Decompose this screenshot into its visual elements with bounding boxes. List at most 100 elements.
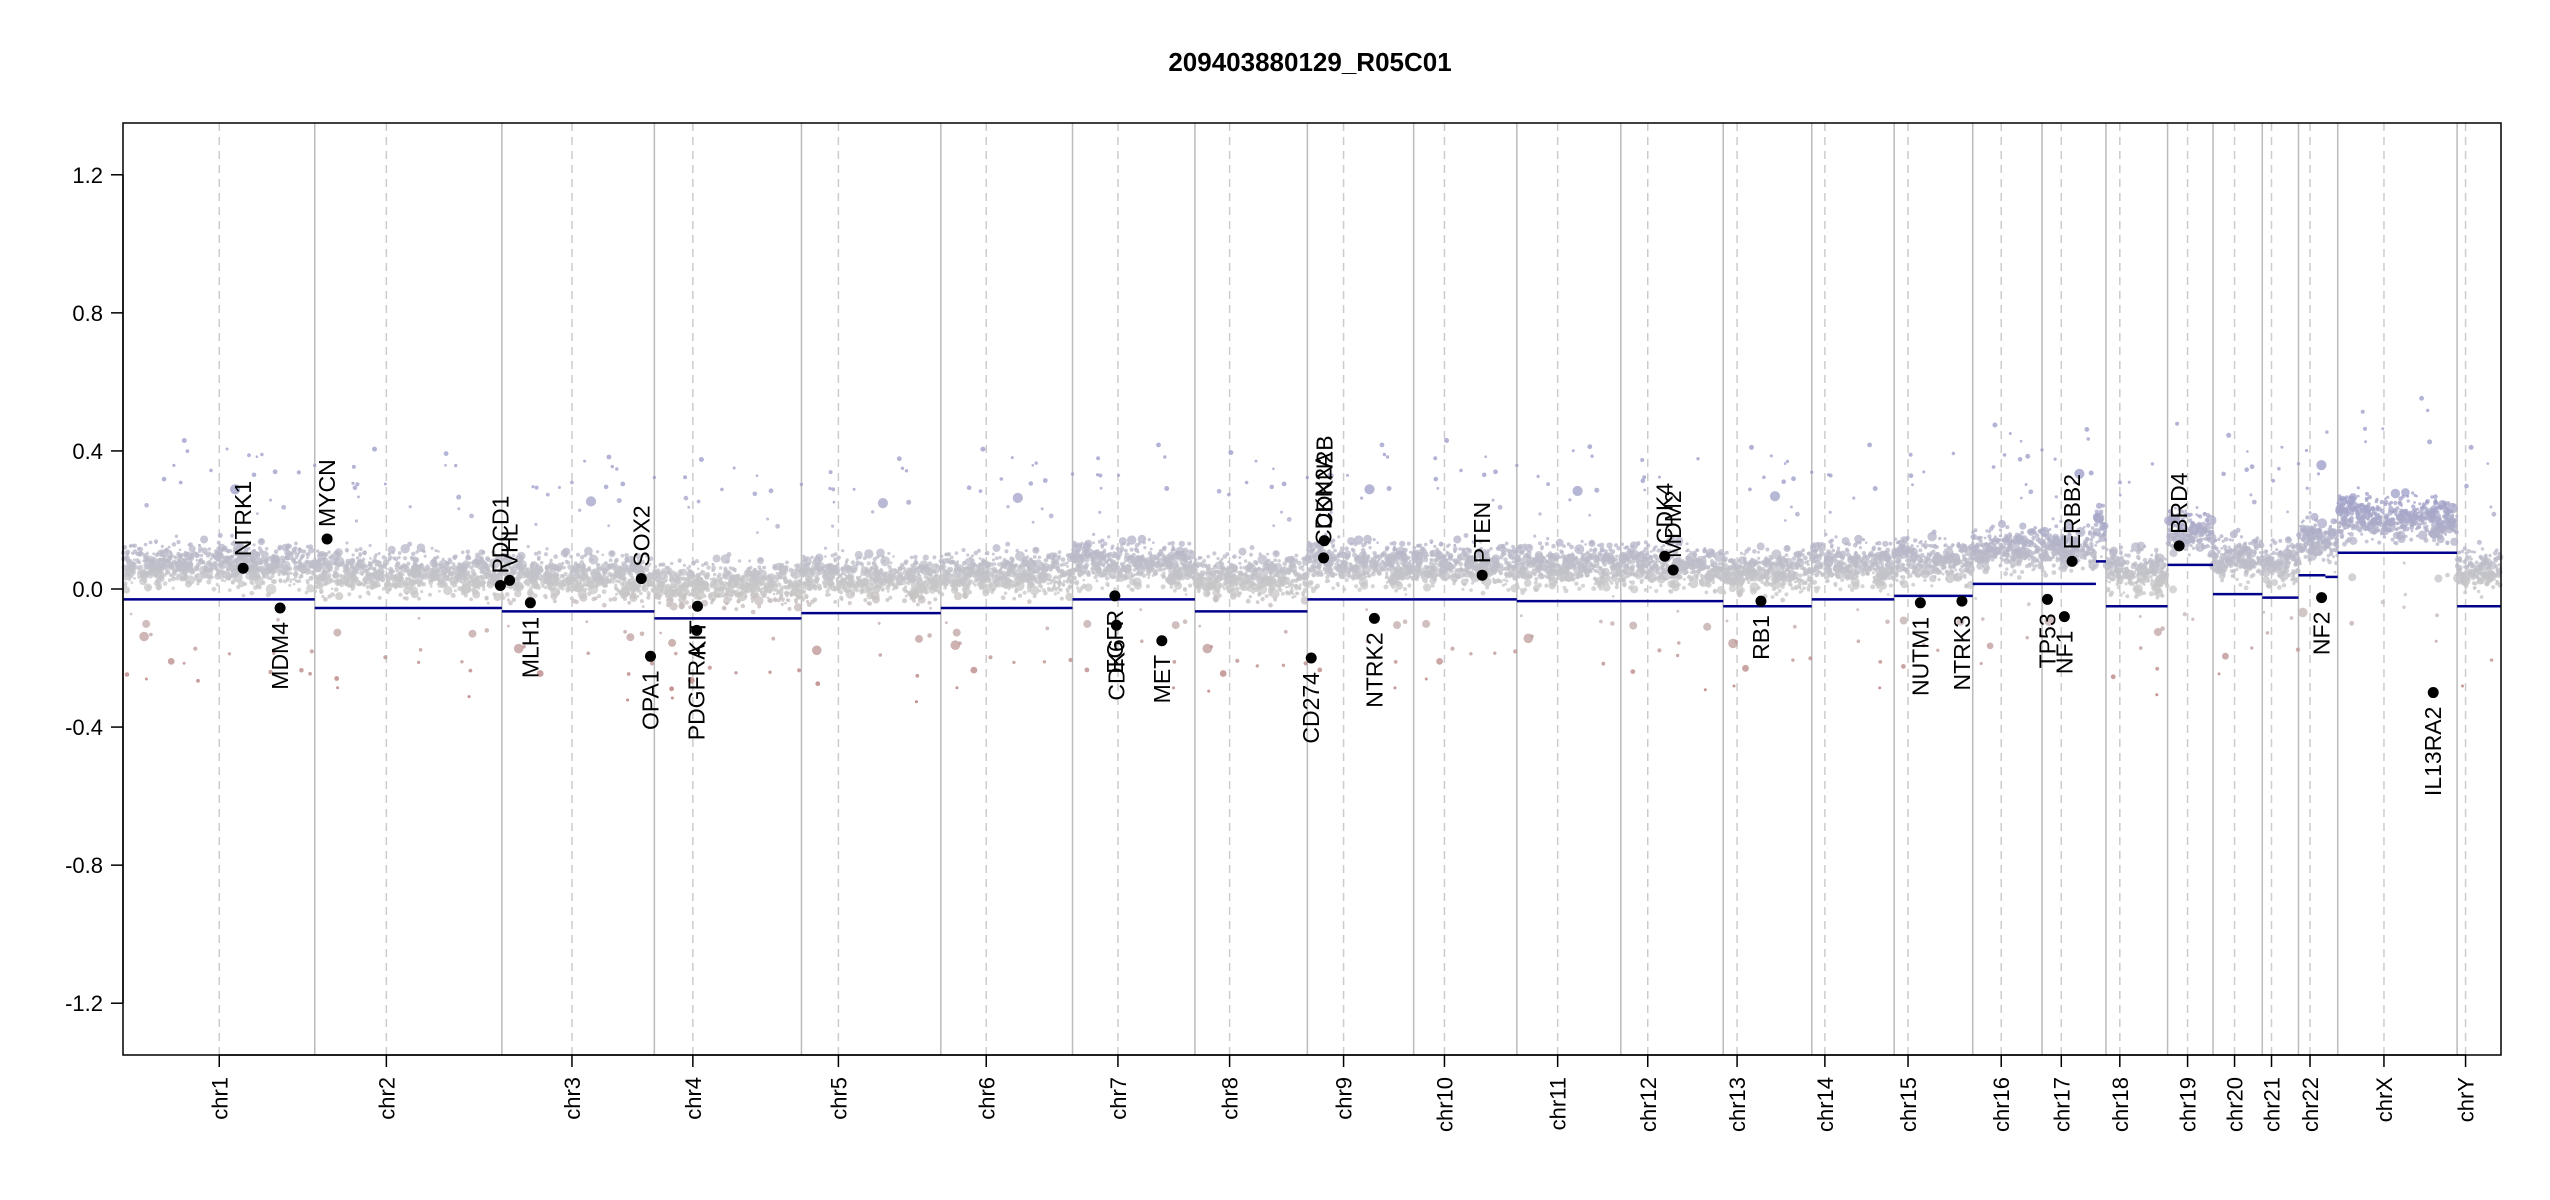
probe-point: [467, 581, 472, 585]
probe-point: [302, 564, 307, 568]
probe-point: [1075, 582, 1079, 586]
probe-point: [601, 602, 607, 608]
probe-point: [549, 558, 553, 562]
probe-point: [1284, 556, 1290, 562]
probe-point: [172, 463, 176, 467]
probe-point: [403, 556, 408, 561]
probe-point: [717, 572, 722, 577]
probe-point: [454, 580, 459, 585]
probe-point: [1249, 545, 1255, 551]
probe-point: [397, 551, 402, 555]
probe-point: [282, 559, 286, 563]
probe-point: [450, 593, 456, 598]
probe-point: [691, 594, 695, 598]
probe-point: [783, 591, 789, 596]
probe-point: [670, 696, 674, 700]
probe-point: [1260, 596, 1265, 602]
probe-point: [823, 584, 827, 588]
probe-point: [1154, 561, 1160, 567]
probe-point: [544, 596, 548, 600]
probe-point: [1215, 574, 1221, 580]
probe-point: [1031, 464, 1035, 467]
probe-point: [584, 546, 593, 556]
probe-point: [682, 581, 687, 587]
probe-point: [328, 569, 332, 573]
probe-point: [1092, 565, 1097, 571]
probe-point: [930, 581, 941, 592]
probe-point: [1137, 534, 1147, 544]
probe-point: [841, 549, 845, 553]
probe-point: [772, 563, 778, 569]
probe-point: [259, 538, 264, 544]
probe-point: [663, 587, 675, 598]
probe-point: [927, 633, 932, 638]
probe-point: [1255, 568, 1259, 571]
probe-point: [1100, 586, 1105, 590]
probe-point: [1042, 478, 1048, 483]
probe-point: [481, 583, 486, 588]
probe-point: [743, 590, 748, 594]
probe-point: [454, 463, 458, 468]
probe-point: [196, 678, 200, 683]
probe-point: [927, 579, 931, 583]
probe-point: [777, 570, 787, 580]
probe-point: [345, 541, 349, 545]
probe-point: [961, 547, 966, 553]
probe-point: [1288, 563, 1293, 567]
probe-point: [335, 592, 344, 601]
probe-point: [658, 586, 662, 590]
probe-point: [388, 566, 394, 572]
probe-point: [887, 551, 891, 556]
probe-point: [710, 580, 715, 586]
probe-point: [1039, 585, 1044, 589]
probe-point: [666, 583, 671, 588]
probe-point: [384, 582, 389, 587]
probe-point: [756, 531, 759, 534]
probe-point: [678, 592, 682, 596]
probe-point: [1273, 550, 1279, 556]
probe-point: [524, 580, 528, 584]
probe-point: [162, 581, 168, 586]
probe-point: [583, 459, 587, 463]
probe-point: [167, 578, 172, 583]
probe-point: [367, 567, 371, 571]
probe-point: [475, 575, 481, 580]
probe-point: [915, 673, 920, 678]
probe-point: [1081, 551, 1086, 556]
probe-point: [1044, 573, 1049, 578]
probe-point: [357, 558, 363, 563]
probe-point: [1129, 578, 1137, 586]
probe-point: [378, 584, 381, 588]
probe-point: [1263, 566, 1267, 570]
probe-point: [1012, 660, 1016, 665]
probe-point: [725, 591, 729, 594]
probe-point: [552, 571, 556, 575]
probe-point: [453, 589, 457, 593]
probe-point: [233, 574, 236, 578]
probe-point: [967, 589, 972, 595]
probe-point: [1145, 568, 1151, 574]
probe-point: [275, 564, 280, 569]
probe-point: [418, 648, 423, 652]
probe-point: [129, 612, 133, 616]
probe-point: [1270, 561, 1274, 565]
probe-point: [185, 449, 190, 453]
probe-point: [273, 549, 279, 554]
probe-point: [703, 581, 709, 587]
probe-point: [409, 555, 414, 560]
probe-point: [1129, 587, 1133, 591]
probe-point: [736, 598, 741, 604]
probe-point: [1294, 553, 1299, 558]
probe-point: [213, 565, 219, 571]
probe-point: [368, 563, 372, 567]
probe-point: [146, 557, 151, 562]
probe-point: [271, 579, 275, 584]
probe-point: [301, 553, 305, 558]
probe-point: [1057, 550, 1062, 554]
probe-point: [132, 558, 136, 562]
probe-point: [1070, 580, 1075, 585]
probe-point: [984, 575, 990, 581]
probe-point: [199, 553, 204, 558]
probe-point: [848, 575, 853, 581]
probe-point: [980, 446, 986, 452]
